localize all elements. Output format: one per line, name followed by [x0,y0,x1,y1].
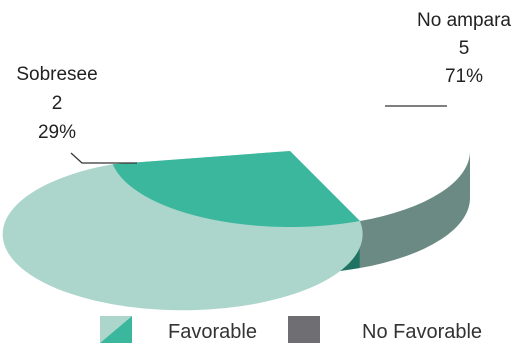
leader-line-sobresee [70,152,137,164]
pie-tops [2,151,363,311]
legend-item-favorable: Favorable [100,316,257,343]
legend: Favorable No Favorable [100,316,482,343]
legend-label-favorable: Favorable [168,321,257,343]
label-name-sobresee: Sobresee [16,64,97,85]
label-value-sobresee: 2 [52,93,63,114]
label-name-no-ampara: No ampara [417,10,511,31]
legend-label-no-favorable: No Favorable [362,321,482,343]
legend-item-no-favorable: No Favorable [288,316,482,343]
data-label-no-ampara: No ampara 5 71% [417,10,511,87]
slice-side-no-ampara [359,151,470,269]
label-value-no-ampara: 5 [459,38,470,59]
data-label-sobresee: Sobresee 2 29% [16,64,97,143]
legend-swatch-favorable-dark [100,316,132,343]
label-percent-sobresee: 29% [38,122,76,143]
legend-swatch-no-favorable [288,316,320,343]
slice-sobresee [112,151,360,227]
label-percent-no-ampara: 71% [445,66,483,87]
